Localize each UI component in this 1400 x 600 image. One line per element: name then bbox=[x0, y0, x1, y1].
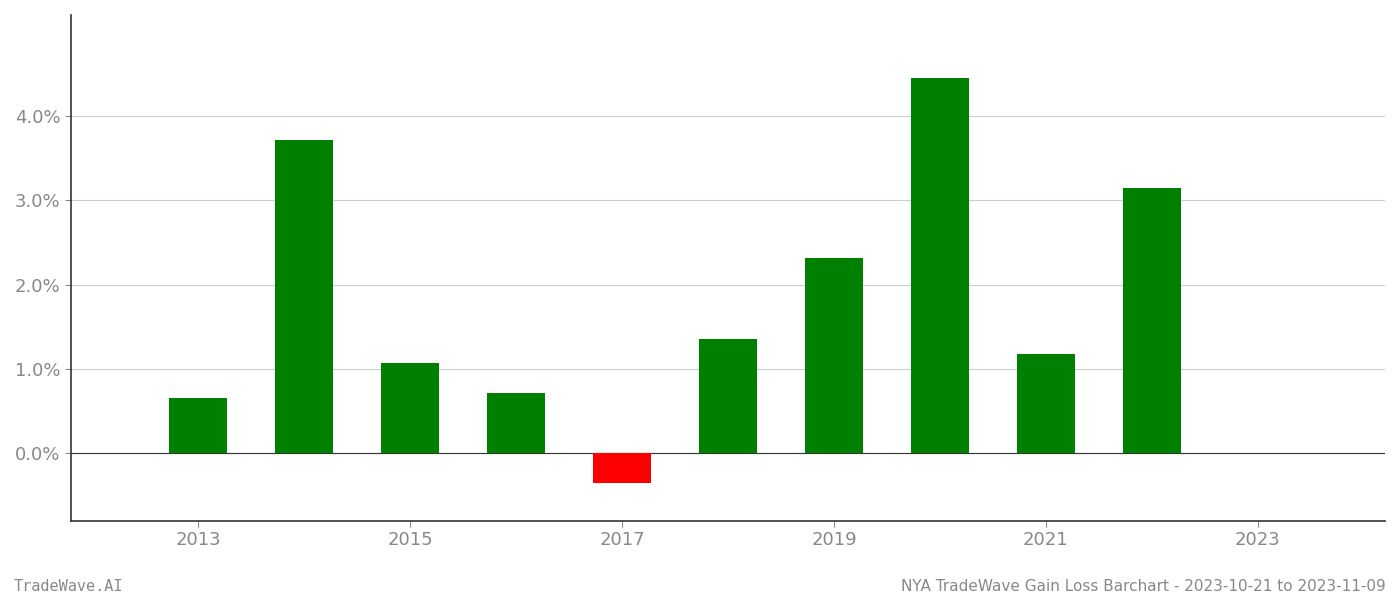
Bar bbox=[594, 453, 651, 482]
Text: TradeWave.AI: TradeWave.AI bbox=[14, 579, 123, 594]
Text: NYA TradeWave Gain Loss Barchart - 2023-10-21 to 2023-11-09: NYA TradeWave Gain Loss Barchart - 2023-… bbox=[902, 579, 1386, 594]
Bar bbox=[487, 392, 545, 453]
Bar bbox=[911, 78, 969, 453]
Bar bbox=[169, 398, 227, 453]
Bar bbox=[381, 363, 440, 453]
Bar bbox=[805, 257, 864, 453]
Bar bbox=[1123, 188, 1182, 453]
Bar bbox=[699, 340, 757, 453]
Bar bbox=[1016, 354, 1075, 453]
Bar bbox=[274, 140, 333, 453]
